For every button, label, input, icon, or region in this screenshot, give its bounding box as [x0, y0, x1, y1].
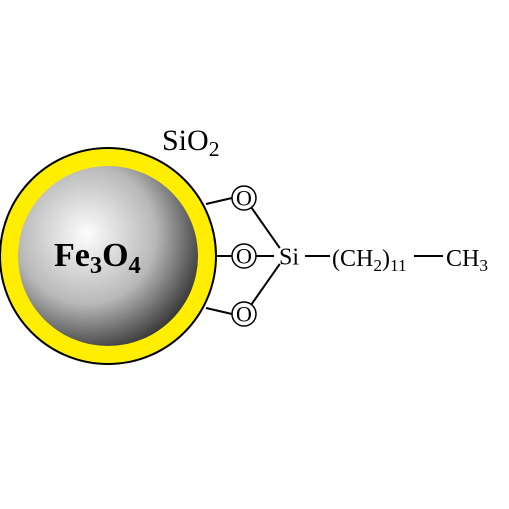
bond-oxygen-si [251, 207, 279, 248]
bond-shell-oxygen [206, 198, 232, 204]
si-atom-label: Si [279, 244, 299, 270]
ch2-group-label: (CH2)11 [332, 246, 407, 275]
oxygen-label: O [236, 244, 252, 269]
bond-oxygen-si [251, 264, 279, 305]
shell-label-sio2: SiO2 [162, 124, 219, 161]
bond-shell-oxygen [206, 308, 232, 314]
oxygen-label: O [236, 186, 252, 211]
molecule-diagram: SiO2Fe3O4OOOSi(CH2)11CH3 [0, 0, 509, 509]
oxygen-label: O [236, 302, 252, 327]
ch3-group-label: CH3 [446, 246, 488, 275]
